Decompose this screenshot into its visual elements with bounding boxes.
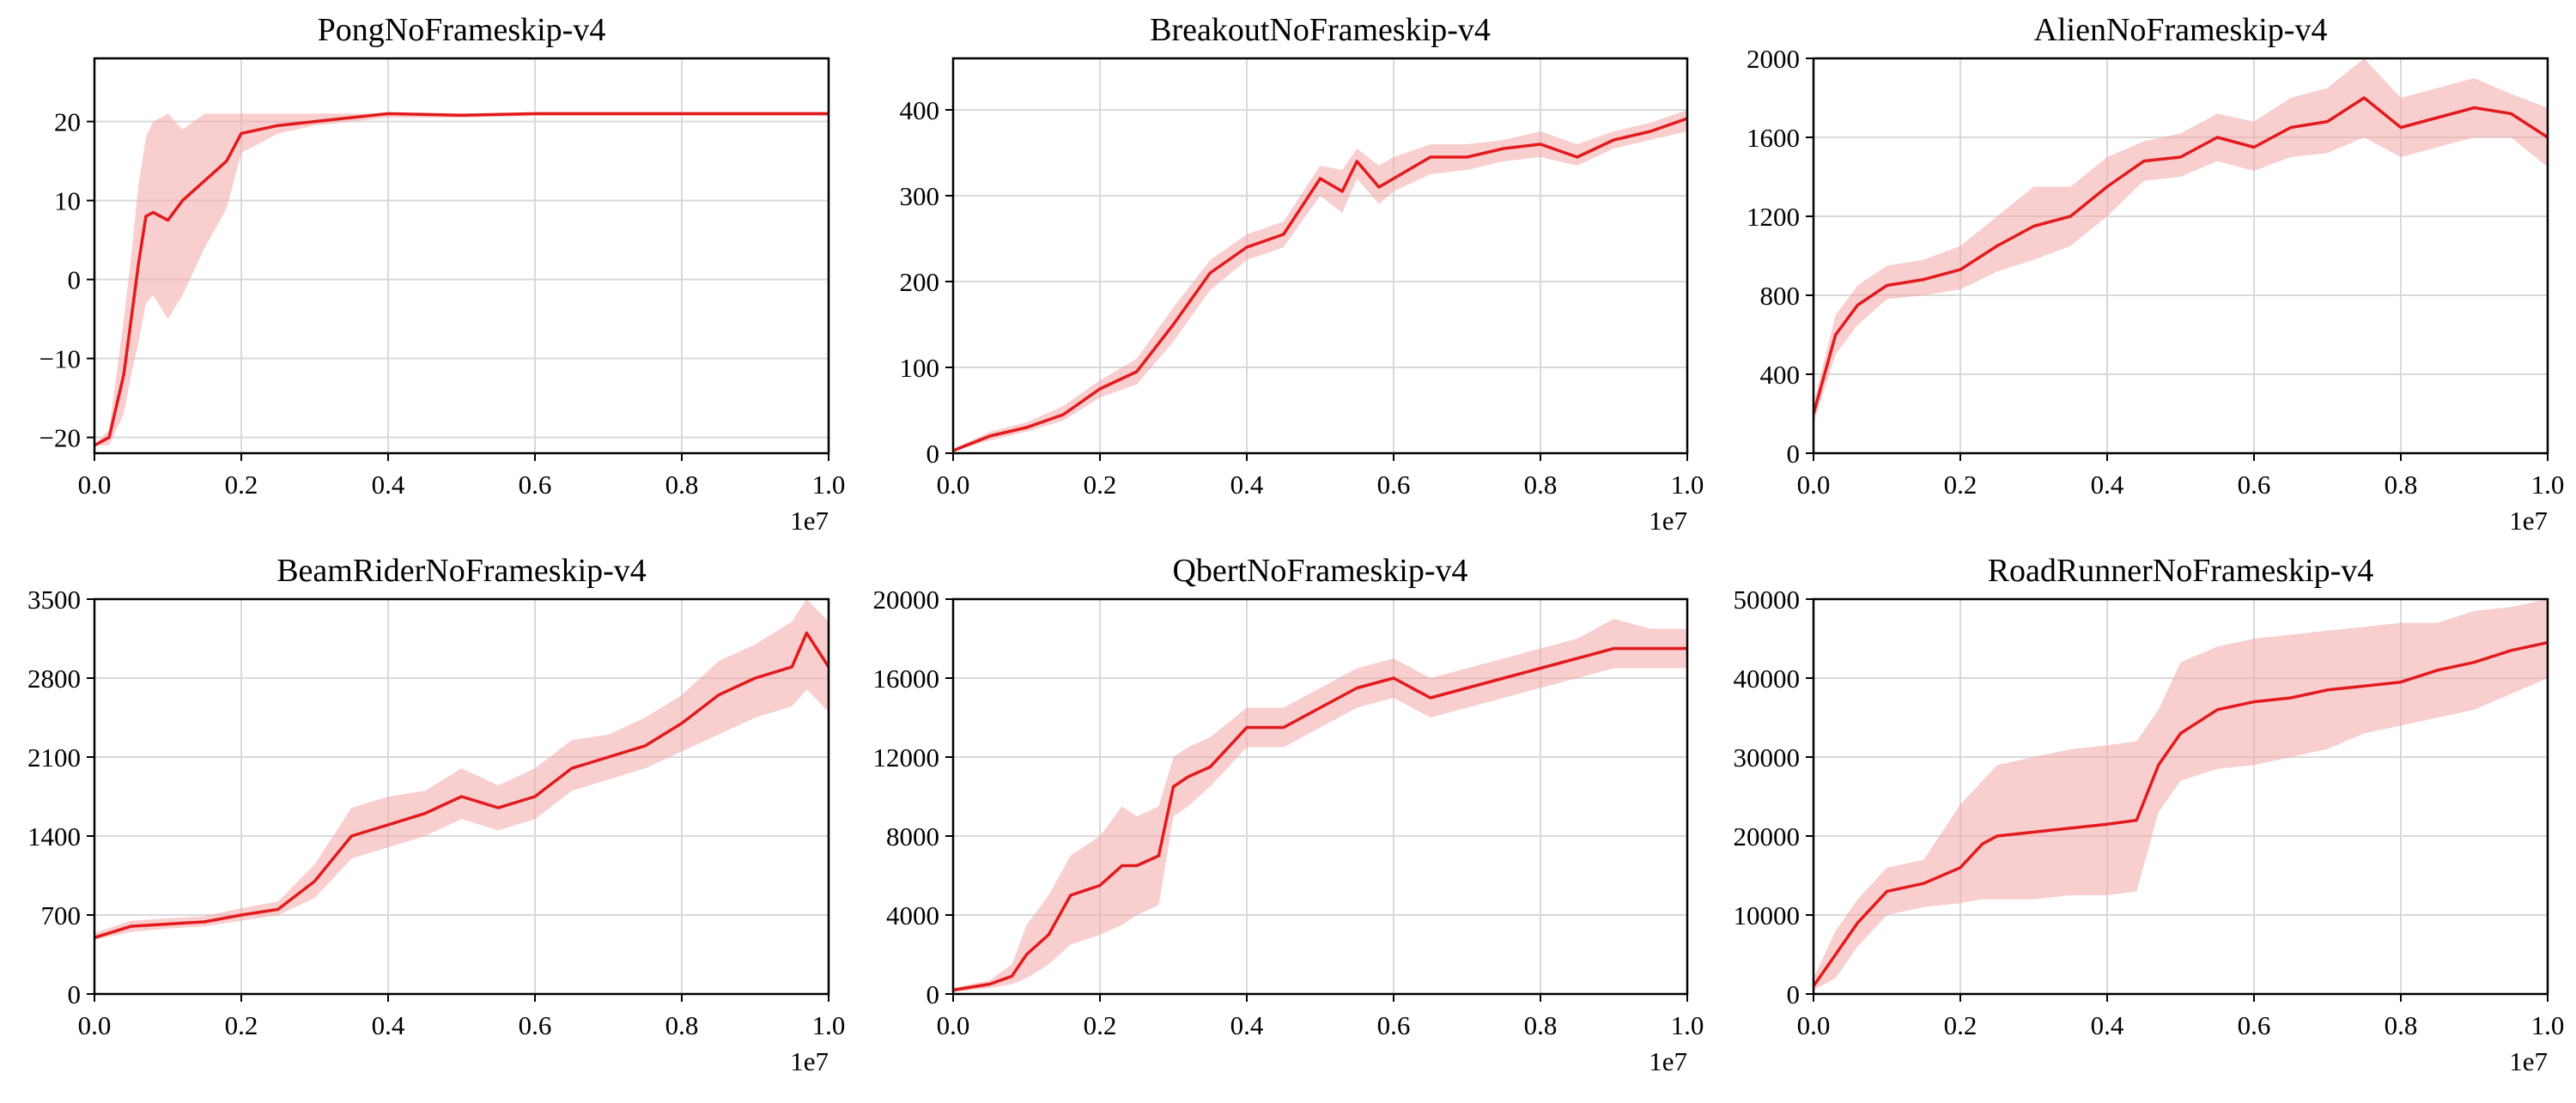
- chart-title: RoadRunnerNoFrameskip-v4: [1988, 553, 2374, 589]
- x-tick-label: 1.0: [2531, 470, 2565, 500]
- y-tick-label: 200: [900, 267, 940, 297]
- x-tick-label: 0.2: [225, 1010, 258, 1040]
- y-tick-label: 12000: [873, 742, 940, 773]
- x-offset-label: 1e7: [790, 1046, 829, 1076]
- x-tick-label: 0.2: [1944, 470, 1978, 500]
- x-tick-label: 0.0: [937, 1010, 970, 1040]
- y-tick-label: 10: [54, 186, 81, 216]
- y-tick-label: 1400: [27, 821, 81, 851]
- x-tick-label: 0.8: [665, 1010, 699, 1040]
- x-tick-label: 1.0: [2531, 1010, 2565, 1040]
- x-tick-label: 0.6: [519, 470, 552, 500]
- x-tick-label: 0.4: [372, 1010, 405, 1040]
- y-tick-label: 50000: [1734, 585, 1801, 615]
- x-tick-label: 0.2: [225, 470, 258, 500]
- x-tick-label: 0.4: [1230, 470, 1264, 500]
- y-tick-label: 400: [1760, 360, 1801, 390]
- y-tick-label: 8000: [886, 821, 939, 851]
- x-offset-label: 1e7: [2509, 506, 2548, 536]
- x-tick-label: 0.0: [78, 470, 112, 500]
- subplot-roadrunner: 0.0 0.2 0.4 0.6 0.8 1.0 0 10000 20000 30000 40000 5…: [1734, 553, 2565, 1076]
- x-tick-label: 0.2: [1084, 470, 1117, 500]
- x-tick-label: 0.6: [519, 1010, 552, 1040]
- y-tick-label: 700: [41, 900, 82, 930]
- y-tick-label: 0: [68, 265, 82, 295]
- y-tick-label: 2000: [1747, 44, 1800, 74]
- x-tick-label: 1.0: [1671, 1010, 1704, 1040]
- y-tick-label: 2800: [27, 664, 81, 694]
- chart-title: QbertNoFrameskip-v4: [1172, 553, 1467, 589]
- x-tick-label: 0.6: [2238, 470, 2271, 500]
- x-tick-label: 0.4: [372, 470, 405, 500]
- x-tick-label: 0.6: [1377, 470, 1411, 500]
- y-tick-label: 3500: [27, 585, 81, 615]
- x-tick-label: 0.0: [1797, 470, 1831, 500]
- x-tick-label: 0.6: [2238, 1010, 2271, 1040]
- confidence-band: [953, 619, 1687, 992]
- x-tick-label: 0.2: [1084, 1010, 1117, 1040]
- y-tick-label: 16000: [873, 664, 940, 694]
- chart-title: BreakoutNoFrameskip-v4: [1150, 12, 1491, 48]
- y-tick-label: 800: [1760, 281, 1801, 311]
- x-tick-label: 0.8: [2385, 470, 2418, 500]
- x-tick-label: 0.8: [1524, 1010, 1558, 1040]
- y-tick-label: 1200: [1747, 202, 1800, 232]
- y-tick-label: −20: [39, 423, 81, 453]
- chart-title: PongNoFrameskip-v4: [318, 12, 606, 48]
- subplot-qbert: 0.0 0.2 0.4 0.6 0.8 1.0 0 4000 8000 12000 16000 200…: [873, 553, 1704, 1076]
- x-tick-label: 0.4: [2091, 470, 2124, 500]
- y-tick-label: 20000: [873, 585, 940, 615]
- x-tick-label: 0.6: [1377, 1010, 1411, 1040]
- x-tick-label: 0.0: [78, 1010, 112, 1040]
- x-tick-label: 0.4: [2091, 1010, 2124, 1040]
- y-tick-label: −10: [39, 344, 81, 374]
- y-tick-label: 4000: [886, 900, 939, 930]
- y-tick-label: 0: [1787, 979, 1801, 1009]
- x-offset-label: 1e7: [1649, 506, 1687, 536]
- y-tick-label: 1600: [1747, 123, 1800, 153]
- x-tick-label: 1.0: [812, 470, 846, 500]
- chart-title: AlienNoFrameskip-v4: [2034, 12, 2328, 48]
- subplot-pong: 0.0 0.2 0.4 0.6 0.8 1.0 −20 −10 0 10 20 1e7 PongNoFr…: [39, 12, 846, 536]
- y-tick-label: 400: [900, 95, 940, 125]
- y-tick-label: 100: [900, 353, 940, 383]
- y-tick-label: 30000: [1734, 742, 1801, 773]
- y-tick-label: 20: [54, 107, 81, 137]
- y-tick-label: 0: [927, 439, 940, 469]
- x-offset-label: 1e7: [790, 506, 829, 536]
- x-offset-label: 1e7: [2509, 1046, 2548, 1076]
- x-tick-label: 0.0: [1797, 1010, 1831, 1040]
- y-tick-label: 10000: [1734, 900, 1801, 930]
- y-tick-label: 2100: [27, 742, 81, 773]
- x-tick-label: 0.4: [1230, 1010, 1264, 1040]
- x-tick-label: 0.8: [2385, 1010, 2418, 1040]
- subplot-alien: 0.0 0.2 0.4 0.6 0.8 1.0 0 400 800 1200 1600 2000 1e7…: [1747, 12, 2564, 536]
- axes-frame: [953, 58, 1687, 453]
- x-tick-label: 1.0: [812, 1010, 846, 1040]
- y-tick-label: 0: [68, 979, 82, 1009]
- subplot-breakout: 0.0 0.2 0.4 0.6 0.8 1.0 0 100 200 300 400 1e7 Breako…: [900, 12, 1704, 536]
- x-offset-label: 1e7: [1649, 1046, 1687, 1076]
- x-tick-label: 1.0: [1671, 470, 1704, 500]
- subplot-beamrider: 0.0 0.2 0.4 0.6 0.8 1.0 0 700 1400 2100 2800 3500 1e…: [27, 553, 845, 1076]
- confidence-band: [1814, 58, 2548, 424]
- x-tick-label: 0.2: [1944, 1010, 1978, 1040]
- y-tick-label: 20000: [1734, 821, 1801, 851]
- confidence-band: [94, 599, 829, 940]
- y-tick-label: 0: [1787, 439, 1801, 469]
- chart-title: BeamRiderNoFrameskip-v4: [276, 553, 647, 589]
- x-tick-label: 0.8: [665, 470, 699, 500]
- confidence-band: [1814, 599, 2548, 990]
- x-tick-label: 0.8: [1524, 470, 1558, 500]
- y-tick-label: 40000: [1734, 664, 1801, 694]
- x-tick-label: 0.0: [937, 470, 970, 500]
- y-tick-label: 300: [900, 181, 940, 211]
- y-tick-label: 0: [927, 979, 940, 1009]
